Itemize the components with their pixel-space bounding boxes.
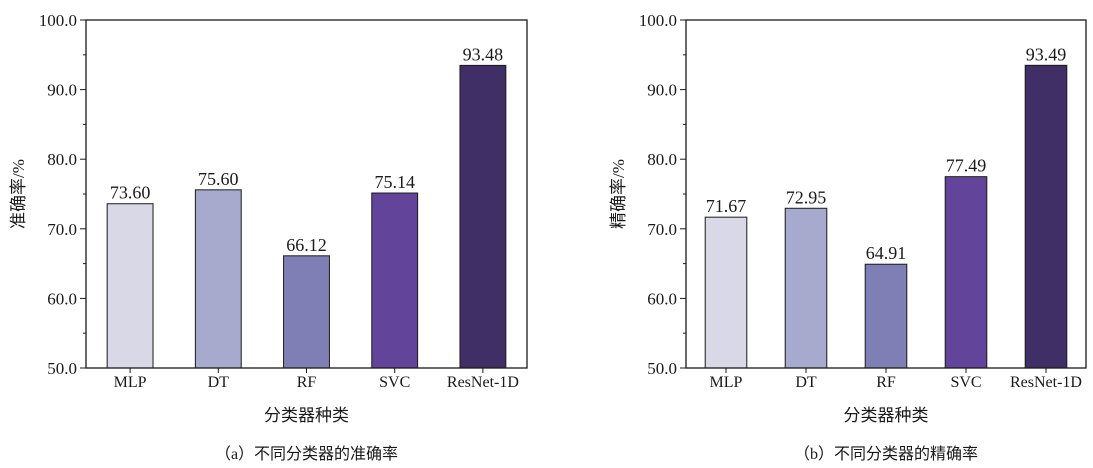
data-label: 77.49: [946, 156, 987, 176]
bar-rf: [283, 255, 330, 369]
x-tick-label: RF: [297, 374, 317, 391]
x-ticks: MLP DT RF SVC ResNet-1D: [114, 368, 519, 391]
x-tick-label: MLP: [710, 374, 743, 391]
y-tick-label: 70.0: [647, 220, 677, 239]
x-tick-label: DT: [208, 374, 230, 391]
y-tick-label: 100.0: [39, 11, 77, 30]
bar-mlp: [704, 216, 748, 369]
chart-caption: （b）不同分类器的精确率: [794, 445, 978, 463]
data-label: 75.14: [374, 172, 415, 192]
y-tick-label: 60.0: [47, 289, 77, 308]
y-ticks: 50.0 60.0 70.0 80.0 90.0 100.0: [639, 11, 686, 378]
bars: [106, 64, 507, 369]
bar-svc: [371, 192, 419, 369]
x-axis-label: 分类器种类: [844, 406, 929, 425]
x-ticks: MLP DT RF SVC ResNet-1D: [710, 368, 1082, 391]
y-tick-label: 80.0: [647, 150, 677, 169]
chart-panel-precision: 71.67 72.95 64.91 77.49 93.49 50.0 60.0 70.0 80…: [609, 11, 1087, 463]
bar-dt: [194, 189, 242, 369]
x-tick-label: RF: [876, 374, 896, 391]
data-label: 93.48: [463, 44, 504, 64]
y-tick-label: 50.0: [47, 359, 77, 378]
bar-rf: [864, 263, 908, 369]
x-tick-label: ResNet-1D: [1010, 374, 1082, 391]
x-tick-label: MLP: [114, 374, 147, 391]
x-tick-label: SVC: [379, 374, 410, 391]
x-tick-label: DT: [795, 374, 817, 391]
y-tick-label: 100.0: [639, 11, 677, 30]
data-label: 73.60: [110, 183, 151, 203]
data-label: 93.49: [1026, 44, 1067, 64]
data-label: 64.91: [866, 243, 907, 263]
y-tick-label: 90.0: [647, 81, 677, 100]
bar-svc: [944, 176, 988, 369]
y-ticks: 50.0 60.0 70.0 80.0 90.0 100.0: [39, 11, 86, 378]
value-labels: 73.60 75.60 66.12 75.14 93.48: [110, 44, 503, 254]
y-axis-label: 准确率/%: [9, 159, 28, 229]
bar-dt: [784, 207, 828, 369]
y-tick-label: 50.0: [647, 359, 677, 378]
y-tick-label: 80.0: [47, 150, 77, 169]
data-label: 66.12: [286, 235, 327, 255]
bar-resnet-1d: [1024, 64, 1068, 369]
chart-caption: （a）不同分类器的准确率: [215, 445, 398, 463]
y-axis-label: 精确率/%: [609, 159, 628, 229]
y-tick-label: 60.0: [647, 289, 677, 308]
bars: [704, 64, 1068, 369]
x-tick-label: ResNet-1D: [447, 374, 519, 391]
bar-mlp: [106, 203, 154, 369]
data-label: 75.60: [198, 169, 239, 189]
x-axis-label: 分类器种类: [264, 406, 349, 425]
y-tick-label: 70.0: [47, 220, 77, 239]
chart-panel-accuracy: 73.60 75.60 66.12 75.14 93.48 50.0 60.0 70.0 80…: [9, 11, 528, 463]
data-label: 71.67: [706, 196, 747, 216]
value-labels: 71.67 72.95 64.91 77.49 93.49: [706, 44, 1067, 263]
y-tick-label: 90.0: [47, 81, 77, 100]
data-label: 72.95: [786, 187, 827, 207]
bar-resnet-1d: [459, 64, 507, 369]
x-tick-label: SVC: [950, 374, 981, 391]
